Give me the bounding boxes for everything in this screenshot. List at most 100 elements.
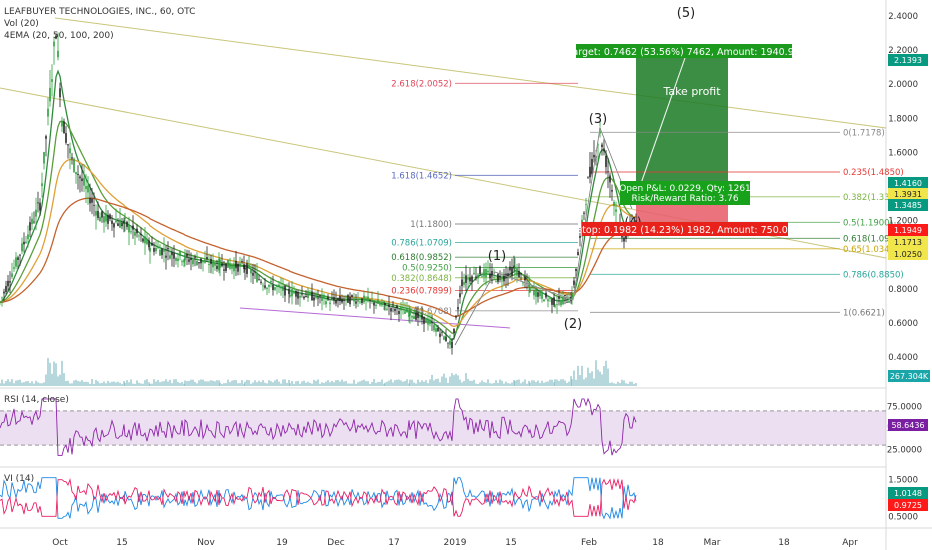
volume-bar [1, 379, 3, 386]
volume-bar [479, 382, 481, 386]
volume-bar [520, 383, 522, 386]
candle-body [503, 274, 505, 282]
volume-bar [392, 382, 394, 386]
volume-bar [629, 381, 631, 386]
candle-body [15, 257, 17, 267]
candle-body [560, 300, 562, 306]
volume-bar [359, 381, 361, 386]
candle-body [579, 235, 581, 238]
volume-bar [85, 381, 87, 386]
wave-1-label: (1) [488, 249, 506, 264]
volume-bar [282, 379, 284, 386]
volume-bar [289, 383, 291, 386]
candle-body [270, 281, 272, 283]
volume-bar [212, 380, 214, 386]
candle-body [196, 260, 198, 266]
price-badge-label: 1.0250 [894, 250, 922, 259]
chart-title: LEAFBUYER TECHNOLOGIES, INC., 60, OTC [4, 7, 195, 17]
volume-bar [299, 383, 301, 386]
candle-body [589, 166, 591, 178]
candle-body [256, 273, 258, 282]
volume-bar [123, 380, 125, 386]
vi-legend: VI (14) [4, 474, 34, 484]
candle-body [190, 257, 192, 261]
volume-bar [101, 382, 103, 386]
candle-body [587, 177, 589, 179]
volume-bar [79, 381, 81, 386]
volume-bar [278, 381, 280, 386]
candle-body [491, 270, 493, 278]
volume-bar [218, 380, 220, 386]
candle-body [337, 298, 339, 300]
volume-bar [248, 380, 250, 386]
candle-body [115, 220, 117, 223]
price-tick-label: 0.6000 [888, 319, 918, 329]
candle-body [282, 286, 284, 291]
candle-body [258, 278, 260, 280]
volume-bar [577, 365, 579, 386]
candle-body [623, 237, 625, 242]
wave-2-label: (2) [564, 317, 582, 332]
volume-bar [49, 362, 51, 386]
fib-level-label: 0.382(0.8648) [391, 274, 452, 284]
volume-bar [5, 381, 7, 386]
candle-body [87, 185, 89, 193]
candle-body [67, 144, 69, 146]
candle-body [148, 240, 150, 248]
candle-body [400, 307, 402, 311]
volume-bar [171, 383, 173, 386]
price-axis: 2.40002.20002.00001.80001.60001.40001.20… [887, 12, 922, 522]
volume-bar [409, 379, 411, 386]
time-tick-label: Feb [581, 538, 597, 548]
volume-bar [371, 382, 373, 386]
volume-bar [286, 382, 288, 386]
candle-body [475, 276, 477, 278]
candle-body [284, 285, 286, 296]
volume-bar [165, 379, 167, 386]
candle-body [562, 297, 564, 305]
candle-body [105, 213, 107, 222]
candle-body [379, 304, 381, 306]
candle-body [406, 307, 408, 313]
candle-body [349, 296, 351, 305]
candle-body [79, 176, 81, 179]
candle-body [260, 281, 262, 283]
candle-body [485, 268, 487, 278]
volume-bar [33, 383, 35, 386]
candle-body [69, 148, 71, 154]
candle-body [91, 198, 93, 203]
candle-body [489, 273, 491, 279]
volume-bar [524, 379, 526, 386]
candle-body [9, 281, 11, 283]
candle-body [140, 234, 142, 236]
candle-body [313, 297, 315, 301]
volume-bar [216, 380, 218, 386]
candle-body [45, 136, 47, 139]
volume-bar [305, 382, 307, 386]
time-tick-label: 18 [778, 538, 790, 548]
volume-bar [333, 382, 335, 386]
volume-bar [99, 383, 101, 386]
candle-body [355, 301, 357, 304]
candle-body [31, 218, 33, 225]
candle-body [169, 255, 171, 259]
volume-bar [345, 381, 347, 386]
volume-bar [549, 379, 551, 386]
volume-bar [485, 382, 487, 386]
candle-body [445, 336, 447, 342]
candle-body [17, 257, 19, 260]
candle-body [611, 190, 613, 192]
volume-bar [511, 382, 513, 386]
volume-bar [71, 383, 73, 386]
volume-bar [507, 383, 509, 386]
time-tick-label: 17 [388, 538, 399, 548]
volume-bars [0, 358, 637, 386]
candle-body [134, 231, 136, 236]
fib-level-label: 0.618(0.9852) [391, 253, 452, 263]
candle-body [514, 266, 516, 269]
volume-bar [369, 383, 371, 386]
time-tick-label: 15 [116, 538, 127, 548]
volume-bar [543, 382, 545, 386]
candle-body [386, 308, 388, 310]
